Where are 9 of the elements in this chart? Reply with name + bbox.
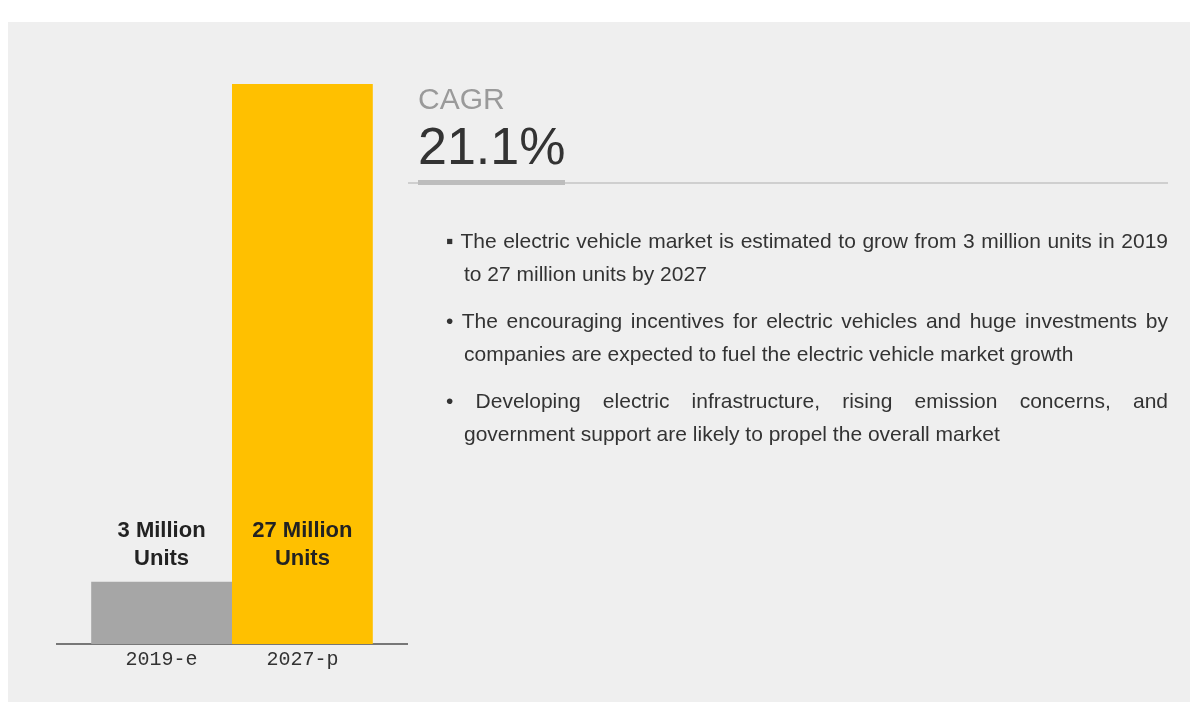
data-label: 27 Million Units <box>251 515 354 572</box>
x-tick-label: 2019-e <box>125 648 198 671</box>
data-label: 3 Million Units <box>116 515 207 572</box>
text: ▪ The electric vehicle market is estimated to grow from 3 million units in 2019 to 27 million units by 2027 <box>446 228 1168 287</box>
text: • Developing electric infrastructure, rising emission concerns, and government support are likely to propel the overall market <box>446 388 1168 447</box>
text: 21.1% <box>418 116 566 185</box>
text: CAGR <box>418 82 506 116</box>
x-tick-label: 2027-p <box>266 648 339 671</box>
text: • The encouraging incentives for electric vehicles and huge investments by companies are expected to fuel the electric vehicle market growth <box>446 308 1168 367</box>
